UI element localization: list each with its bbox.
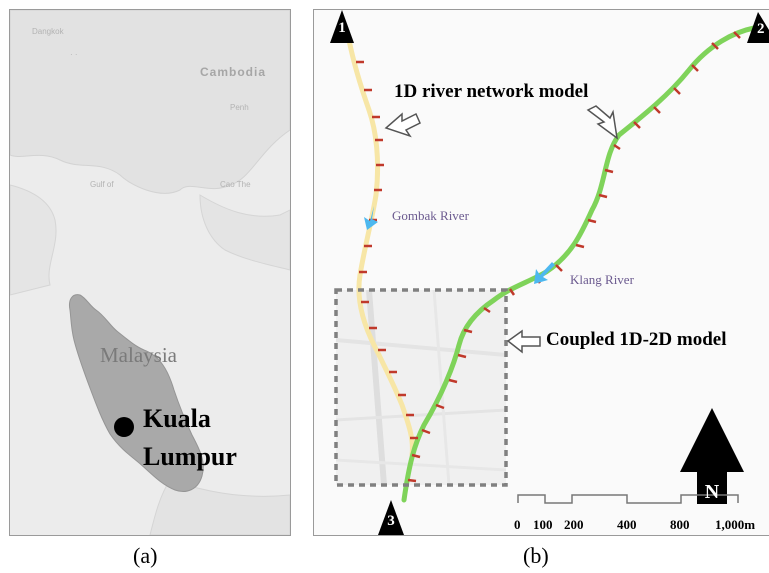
basemap-label: Gulf of: [90, 180, 114, 189]
malaysia-land-shape: [69, 294, 204, 492]
scale-label-400: 400: [617, 517, 637, 532]
marker-2-triangle: [747, 12, 769, 43]
basemap-label: Cao The: [220, 180, 251, 189]
scale-label-800: 800: [670, 517, 690, 532]
callout-arrow-gombak: [384, 112, 421, 138]
river-model-panel: 1 2 3 1D river network model Coupled 1D-…: [313, 9, 769, 536]
scale-label-200: 200: [564, 517, 584, 532]
city-label-line2: Lumpur: [143, 442, 237, 471]
scale-bar: [517, 494, 739, 504]
overview-map-svg: [10, 10, 290, 535]
cambodia-label: Cambodia: [200, 65, 267, 79]
marker-1-triangle: [330, 10, 354, 43]
basemap-label: Dangkok: [32, 27, 64, 36]
marker-1-label: 1: [338, 20, 346, 36]
callout-1d-model: 1D river network model: [394, 81, 589, 102]
caption-b: (b): [523, 543, 549, 568]
scale-label-1000: 1,000m: [715, 517, 756, 532]
scale-label-100: 100: [533, 517, 553, 532]
callout-coupled-model: Coupled 1D-2D model: [546, 329, 727, 350]
basemap-label: · ·: [70, 50, 78, 59]
klang-river-label: Klang River: [570, 272, 634, 287]
gombak-river-label: Gombak River: [392, 208, 469, 223]
north-arrow-shape: [680, 408, 744, 504]
malaysia-label: Malaysia: [100, 343, 177, 367]
city-label-line1: Kuala: [143, 404, 211, 433]
coupled-model-box: [334, 288, 508, 487]
overview-map-panel: Dangkok · · Cambodia Penh Gulf of Cao Th…: [9, 9, 291, 536]
klang-flow-arrow: [534, 262, 555, 284]
callout-arrow-coupled: [506, 329, 541, 354]
scale-label-0: 0: [514, 517, 521, 532]
gombak-flow-arrow: [364, 206, 378, 230]
callout-arrow-klang: [586, 105, 619, 140]
marker-3-triangle: [378, 500, 404, 535]
north-label: N: [704, 481, 720, 503]
marker-3-label: 3: [387, 513, 395, 529]
basemap-label: Penh: [230, 103, 249, 112]
marker-2-label: 2: [757, 21, 765, 37]
kuala-lumpur-dot: [114, 417, 134, 437]
river-model-svg: [330, 10, 769, 535]
gombak-cross-sections: [356, 60, 418, 440]
caption-a: (a): [133, 543, 158, 568]
